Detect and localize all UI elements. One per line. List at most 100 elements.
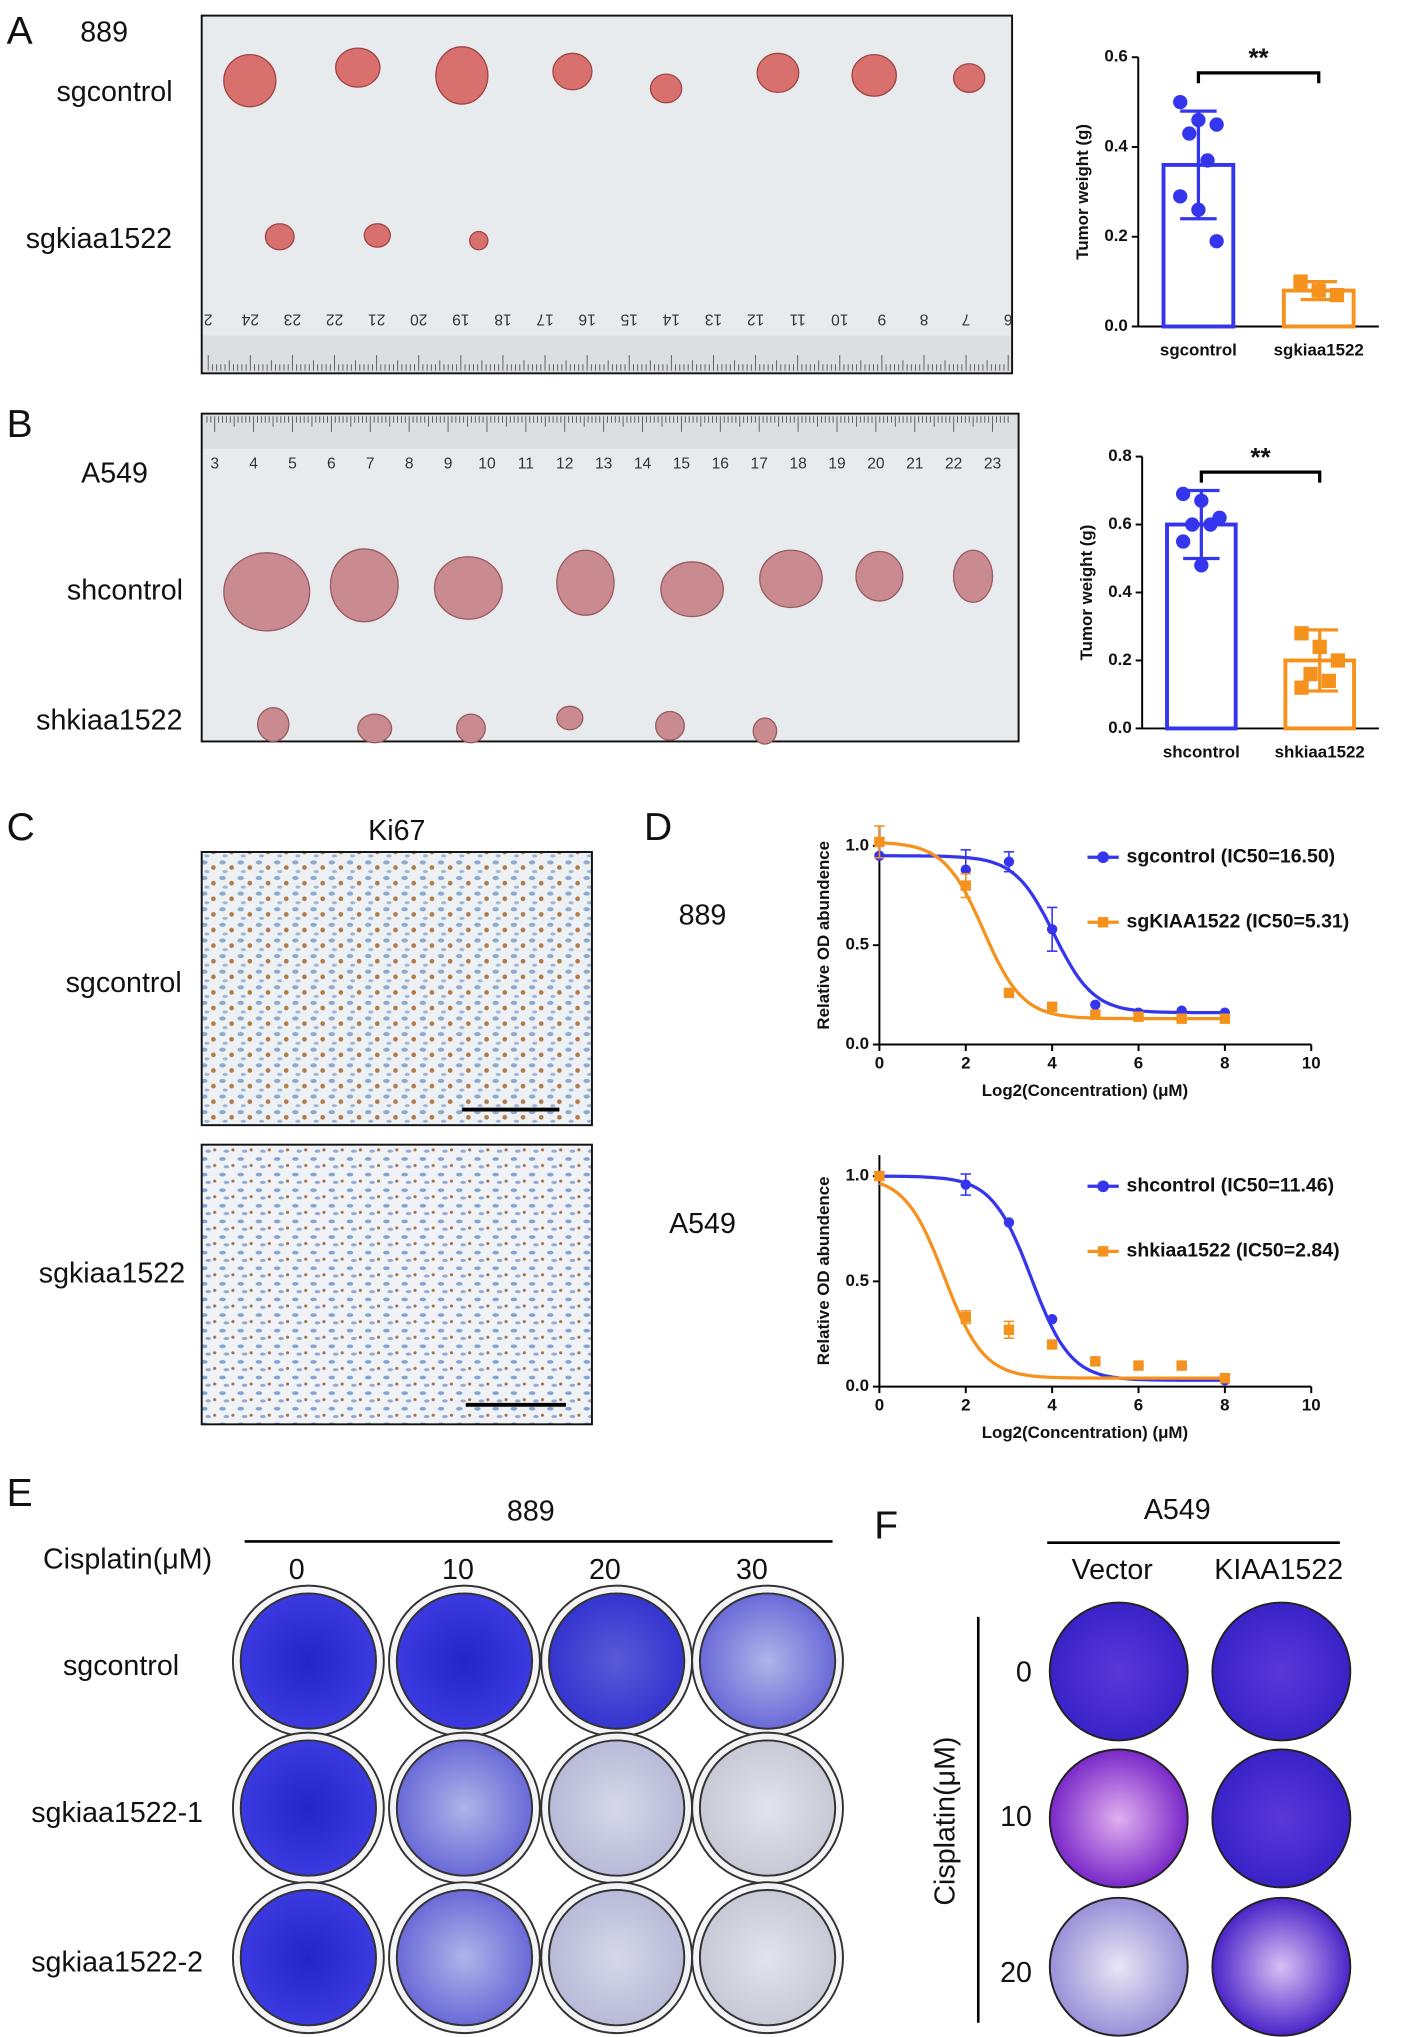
data-point — [1046, 1001, 1058, 1012]
treatment-label: Cisplatin(μM) — [930, 1737, 962, 1906]
x-tick-label: 6 — [1134, 1053, 1143, 1072]
data-point — [1191, 202, 1206, 217]
ruler-number: 22 — [945, 455, 962, 472]
data-point — [1200, 153, 1215, 168]
y-tick-label: 0.6 — [1108, 514, 1131, 533]
ruler-number: 10 — [831, 311, 849, 328]
x-tick-label: 4 — [1047, 1396, 1057, 1415]
ruler-number: 17 — [751, 455, 768, 472]
cell-line: A549 — [1144, 1494, 1211, 1526]
y-tick-label: 0.2 — [1108, 650, 1131, 669]
x-tick-label: sgkiaa1522 — [1274, 341, 1364, 360]
y-tick-label: 0.6 — [1104, 47, 1127, 66]
ruler-number: 23 — [984, 455, 1001, 472]
dose-label: 10 — [1000, 1801, 1032, 1833]
legend-marker — [1097, 851, 1109, 864]
data-point — [1293, 274, 1308, 289]
data-point — [960, 1179, 971, 1190]
y-axis-label: Relative OD abundence — [814, 841, 833, 1030]
group-label: sgkiaa1522 — [26, 223, 172, 255]
group-label: sgkiaa1522 — [39, 1257, 185, 1289]
cell-line: A549 — [669, 1208, 736, 1240]
x-tick-label: 2 — [961, 1396, 970, 1415]
data-point — [1311, 283, 1326, 298]
x-axis-label: Log2(Concentration) (μM) — [982, 1081, 1188, 1100]
ruler-number: 12 — [747, 311, 764, 328]
dose-label: 20 — [1000, 1957, 1032, 1989]
y-tick-label: 0.5 — [846, 935, 869, 954]
data-point — [1090, 1009, 1101, 1020]
significance-bracket — [1196, 71, 1321, 84]
data-point — [874, 836, 885, 848]
y-axis-label: Relative OD abundence — [814, 1177, 833, 1366]
legend-label: sgKIAA1522 (IC50=5.31) — [1127, 910, 1350, 932]
ruler — [203, 335, 1011, 373]
ruler-number: 7 — [366, 455, 375, 472]
ruler-number: 24 — [241, 311, 259, 328]
data-point — [1182, 126, 1197, 141]
x-tick-label: shkiaa1522 — [1275, 743, 1365, 762]
x-tick-label: 0 — [875, 1396, 884, 1415]
group-label: sgcontrol — [63, 1650, 179, 1682]
legend-marker — [1097, 917, 1109, 928]
dose-label: 30 — [736, 1554, 768, 1586]
ruler-number: 5 — [288, 455, 297, 472]
data-point — [1046, 924, 1058, 935]
ruler-number: 6 — [1004, 311, 1013, 328]
plates — [231, 1584, 844, 2035]
y-tick-label: 0.8 — [1108, 446, 1131, 465]
tumors — [223, 46, 986, 251]
data-point — [1294, 626, 1309, 641]
panel-label: D — [644, 806, 672, 849]
significance-bracket — [1199, 470, 1322, 483]
y-tick-label: 1.0 — [846, 1166, 869, 1185]
legend-marker — [1097, 1246, 1109, 1257]
legend-label: shcontrol (IC50=11.46) — [1127, 1174, 1335, 1196]
ruler-number: 19 — [828, 455, 845, 472]
ruler-number: 20 — [410, 311, 428, 328]
data-point — [1194, 558, 1209, 573]
data-point — [1330, 653, 1346, 668]
stain-label: Ki67 — [368, 815, 425, 847]
dose-label: 20 — [589, 1554, 621, 1586]
group-label: sgcontrol — [57, 76, 173, 108]
ruler-number: 15 — [673, 455, 691, 472]
data-point — [1219, 1372, 1231, 1384]
data-point — [1003, 856, 1015, 867]
ruler-ticks: 2 24 23 22 21 20 19 18 17 16 15 14 13 12 11 10 9 8 7 6 — [204, 311, 1013, 371]
data-point — [1185, 517, 1200, 532]
x-tick-label: 10 — [1302, 1396, 1321, 1415]
ihc-image — [200, 1143, 593, 1426]
ruler-number: 7 — [962, 311, 971, 328]
group-label: sgkiaa1522-2 — [31, 1947, 203, 1979]
data-point — [960, 864, 971, 875]
ruler-number: 8 — [405, 455, 414, 472]
cell-line: 889 — [80, 16, 128, 48]
significance-label: ** — [1248, 43, 1269, 73]
panel-label: A — [7, 10, 33, 53]
x-tick-label: 2 — [961, 1053, 970, 1072]
data-point — [1312, 639, 1327, 655]
data-point — [1003, 1324, 1015, 1335]
data-point — [1046, 1339, 1058, 1350]
ruler-number: 9 — [878, 311, 887, 328]
data-point — [874, 1170, 885, 1182]
data-point — [1194, 493, 1209, 508]
ruler-number: 8 — [920, 311, 929, 328]
ruler-number: 16 — [712, 455, 729, 472]
data-point — [960, 880, 971, 891]
ruler-ticks: 3 4 5 6 7 8 9 10 11 12 13 14 15 16 17 18 19 20 21 22 23 — [206, 416, 1009, 472]
data-point — [1176, 1005, 1187, 1016]
data-point — [1219, 1013, 1231, 1024]
data-point — [1175, 486, 1191, 502]
x-tick-label: 8 — [1220, 1053, 1229, 1072]
ruler-number: 14 — [634, 455, 652, 472]
x-tick-label: sgcontrol — [1160, 341, 1237, 360]
ihc-image — [200, 851, 593, 1127]
y-tick-label: 0.5 — [846, 1271, 869, 1290]
x-tick-label: 10 — [1302, 1053, 1321, 1072]
y-tick-label: 1.0 — [846, 835, 869, 854]
ruler-number: 13 — [595, 455, 612, 472]
